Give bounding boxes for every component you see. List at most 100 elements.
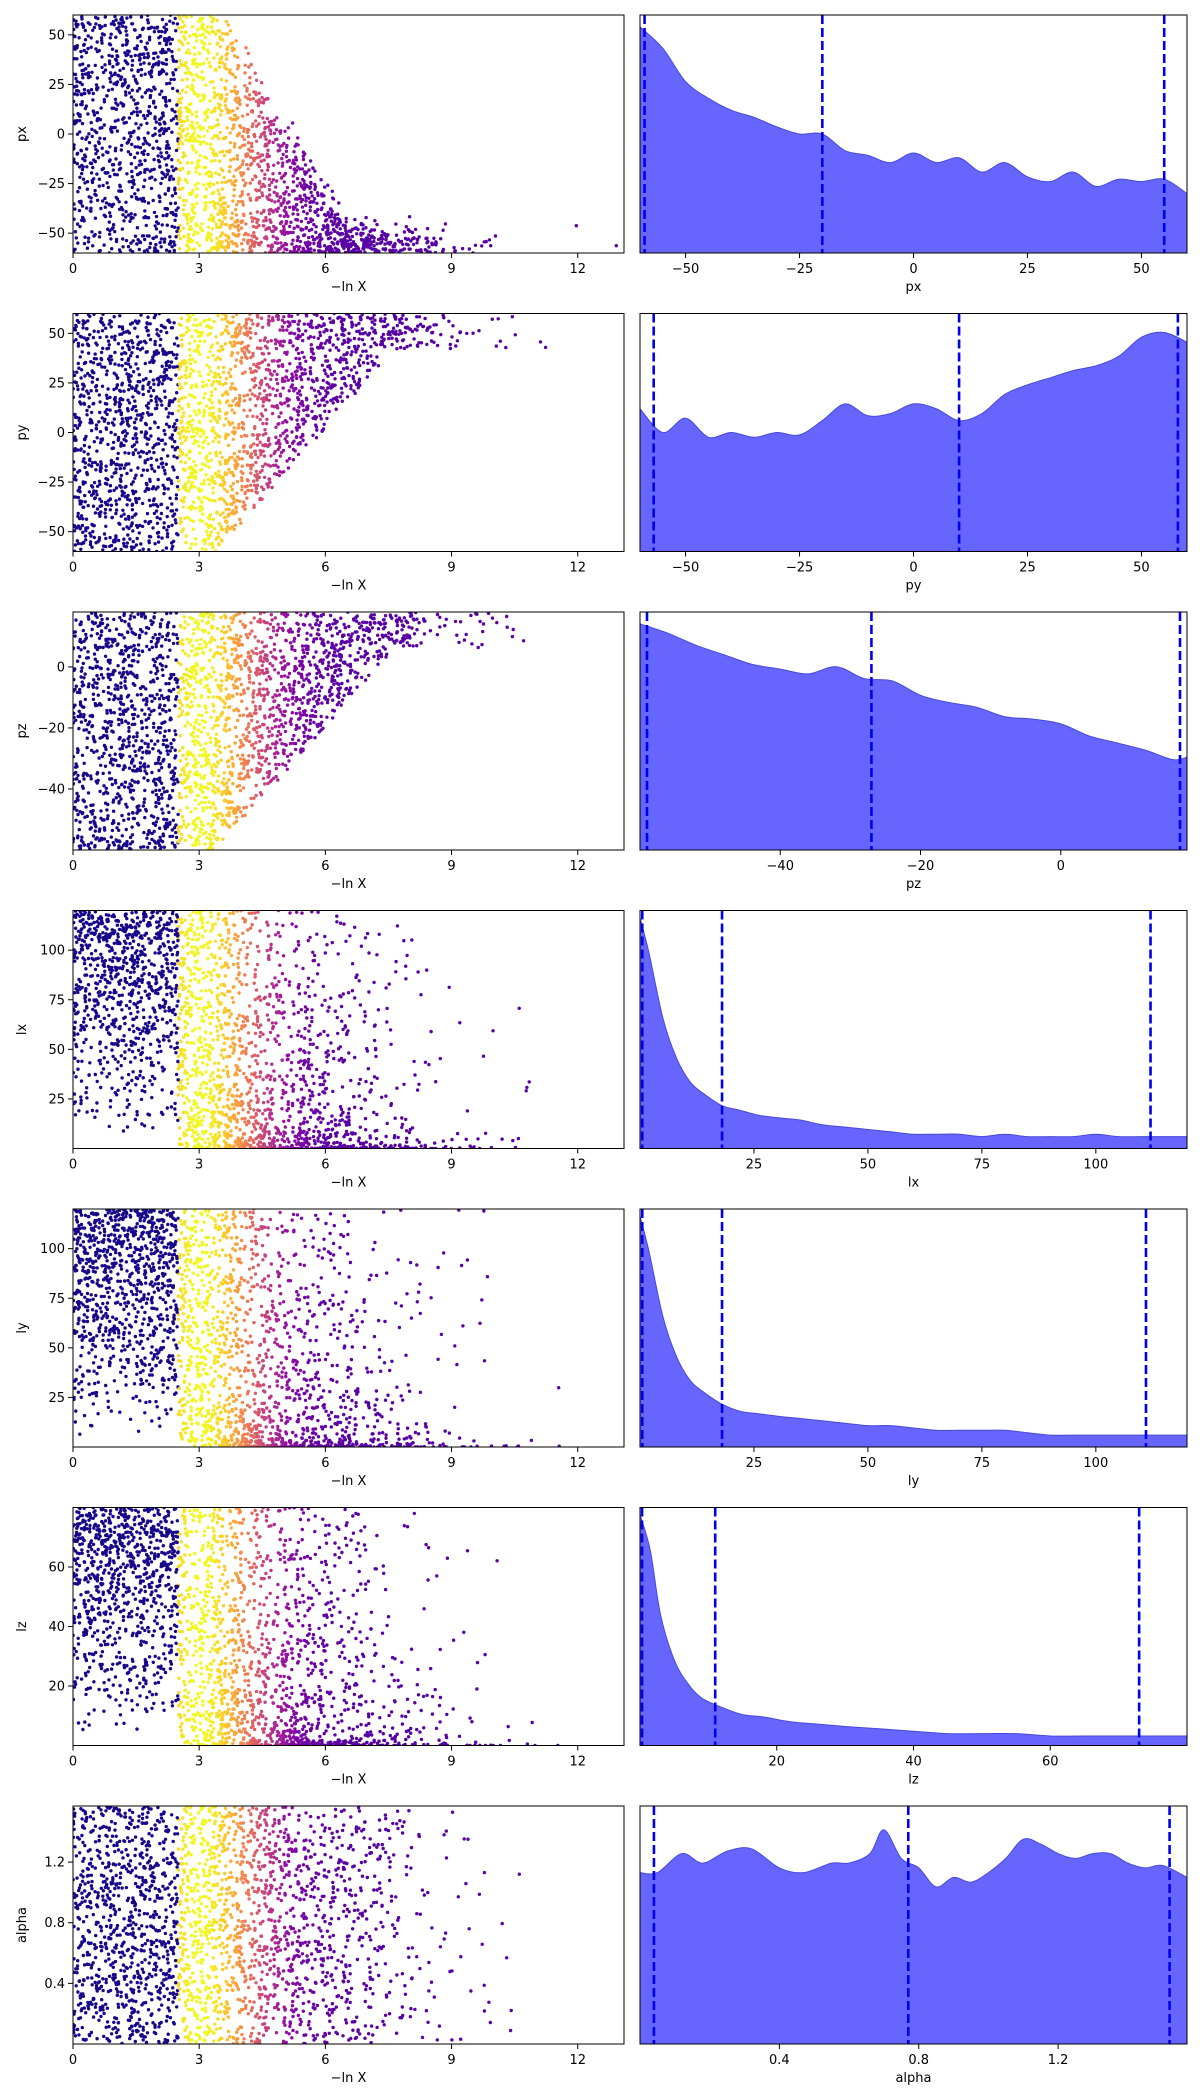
scatter-point [113, 432, 117, 437]
scatter-point [342, 245, 346, 249]
scatter-point [272, 131, 277, 135]
scatter-point [95, 493, 99, 497]
scatter-point [251, 157, 256, 161]
scatter-point [275, 381, 280, 386]
scatter-point [172, 248, 176, 253]
scatter-point [134, 409, 138, 413]
density-px-xtick-label: −25 [786, 262, 813, 277]
scatter-point [316, 404, 321, 408]
scatter-point [387, 336, 391, 341]
scatter-point [121, 213, 125, 217]
scatter-point [73, 160, 77, 164]
scatter-point [311, 166, 315, 170]
scatter-point [106, 421, 111, 425]
scatter-point [190, 83, 194, 87]
scatter-point [265, 383, 270, 387]
scatter-point [321, 346, 325, 350]
scatter-point [177, 454, 182, 458]
scatter-point [270, 485, 274, 490]
scatter-point [309, 250, 313, 253]
scatter-point [86, 343, 91, 348]
scatter-point [95, 117, 100, 121]
scatter-point [261, 116, 265, 120]
scatter-point [188, 465, 193, 469]
scatter-point [120, 352, 124, 356]
scatter-point [91, 91, 96, 96]
scatter-point [199, 142, 203, 146]
scatter-point [394, 317, 398, 321]
scatter-point [462, 638, 467, 642]
scatter-point [218, 435, 222, 439]
scatter-point [182, 15, 186, 18]
scatter-point [160, 51, 164, 55]
scatter-point [337, 201, 341, 205]
scatter-point [364, 226, 368, 230]
scatter-point [139, 39, 143, 44]
scatter-point [259, 382, 263, 387]
scatter-point [192, 78, 196, 82]
scatter-point [288, 362, 292, 366]
scatter-point [252, 362, 256, 367]
scatter-point [227, 150, 232, 154]
scatter-point [280, 156, 284, 161]
scatter-point [363, 331, 367, 335]
scatter-point [145, 468, 150, 472]
scatter-point [108, 76, 112, 81]
scatter-point [282, 224, 286, 228]
scatter-point [223, 500, 227, 504]
scatter-point [270, 411, 275, 416]
scatter-point [217, 473, 222, 477]
scatter-point [341, 329, 345, 333]
scatter-point [133, 213, 137, 217]
scatter-point [113, 402, 117, 406]
scatter-point [308, 185, 312, 189]
scatter-point [129, 374, 133, 378]
scatter-point [95, 76, 100, 80]
scatter-point [94, 489, 98, 494]
scatter-point [126, 409, 130, 413]
scatter-point [198, 373, 203, 378]
scatter-point [212, 219, 216, 223]
scatter-point [306, 220, 311, 225]
scatter-point [247, 65, 251, 69]
scatter-point [91, 244, 95, 248]
scatter-point [250, 219, 255, 223]
scatter-point [114, 486, 119, 490]
scatter-point [218, 130, 222, 135]
scatter-point [89, 774, 93, 778]
scatter-point [241, 504, 245, 509]
scatter-point [340, 322, 345, 327]
scatter-point [350, 350, 354, 354]
scatter-point [228, 131, 232, 135]
scatter-point [78, 527, 82, 531]
scatter-point [211, 405, 215, 410]
scatter-point [251, 351, 255, 356]
scatter-point [130, 522, 134, 526]
scatter-point [336, 221, 340, 226]
scatter-point [172, 512, 177, 516]
scatter-point [220, 61, 224, 65]
scatter-point [238, 124, 242, 128]
scatter-point [237, 228, 241, 232]
scatter-point [283, 129, 287, 133]
scatter-point [103, 205, 108, 209]
scatter-point [178, 449, 183, 453]
scatter-point [329, 320, 333, 324]
scatter-point [246, 96, 250, 101]
scatter-point [343, 250, 348, 253]
scatter-point [345, 366, 350, 370]
scatter-point [275, 209, 279, 213]
scatter-point [182, 495, 187, 500]
scatter-point [177, 26, 181, 30]
scatter-point [355, 245, 359, 249]
scatter-point [199, 321, 203, 325]
scatter-point [147, 38, 152, 42]
scatter-point [253, 452, 258, 457]
scatter-point [98, 497, 102, 501]
scatter-point [275, 179, 279, 183]
scatter-point [122, 219, 126, 223]
scatter-point [240, 190, 244, 194]
scatter-point [82, 42, 87, 47]
scatter-point [138, 240, 142, 244]
scatter-point [312, 313, 316, 316]
